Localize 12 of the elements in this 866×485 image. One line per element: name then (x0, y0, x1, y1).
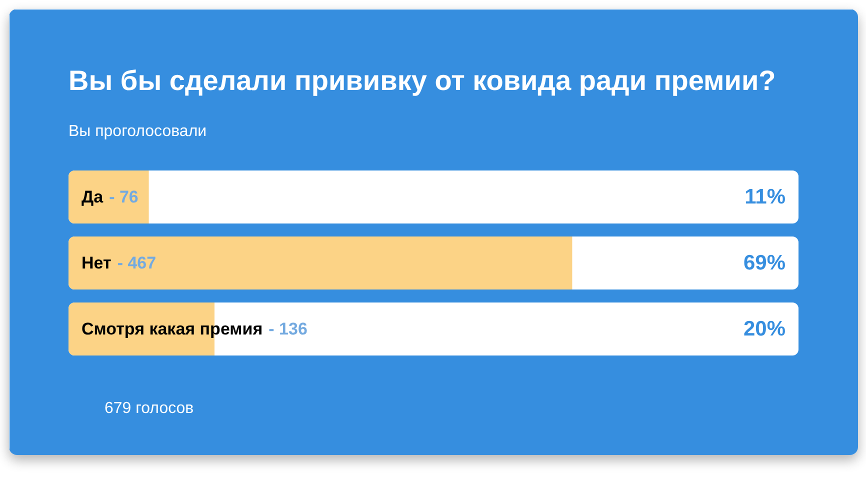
chart-title: Вы бы сделали прививку от ковида ради премии? (68, 65, 776, 96)
data-label: 69% (743, 252, 786, 274)
y-tick-label: Нет (82, 254, 112, 272)
data-label: 20% (743, 318, 786, 340)
y-tick-label: Смотря какая премия (82, 320, 263, 338)
text: 679 голосов (104, 400, 194, 417)
data-label: 11% (744, 186, 786, 208)
annotation: - 76 (109, 188, 138, 206)
annotation: - 467 (117, 254, 156, 272)
annotation: - 136 (268, 320, 308, 338)
y-tick-label: Да (82, 188, 104, 206)
chart-subtitle: Вы проголосовали (68, 123, 207, 140)
